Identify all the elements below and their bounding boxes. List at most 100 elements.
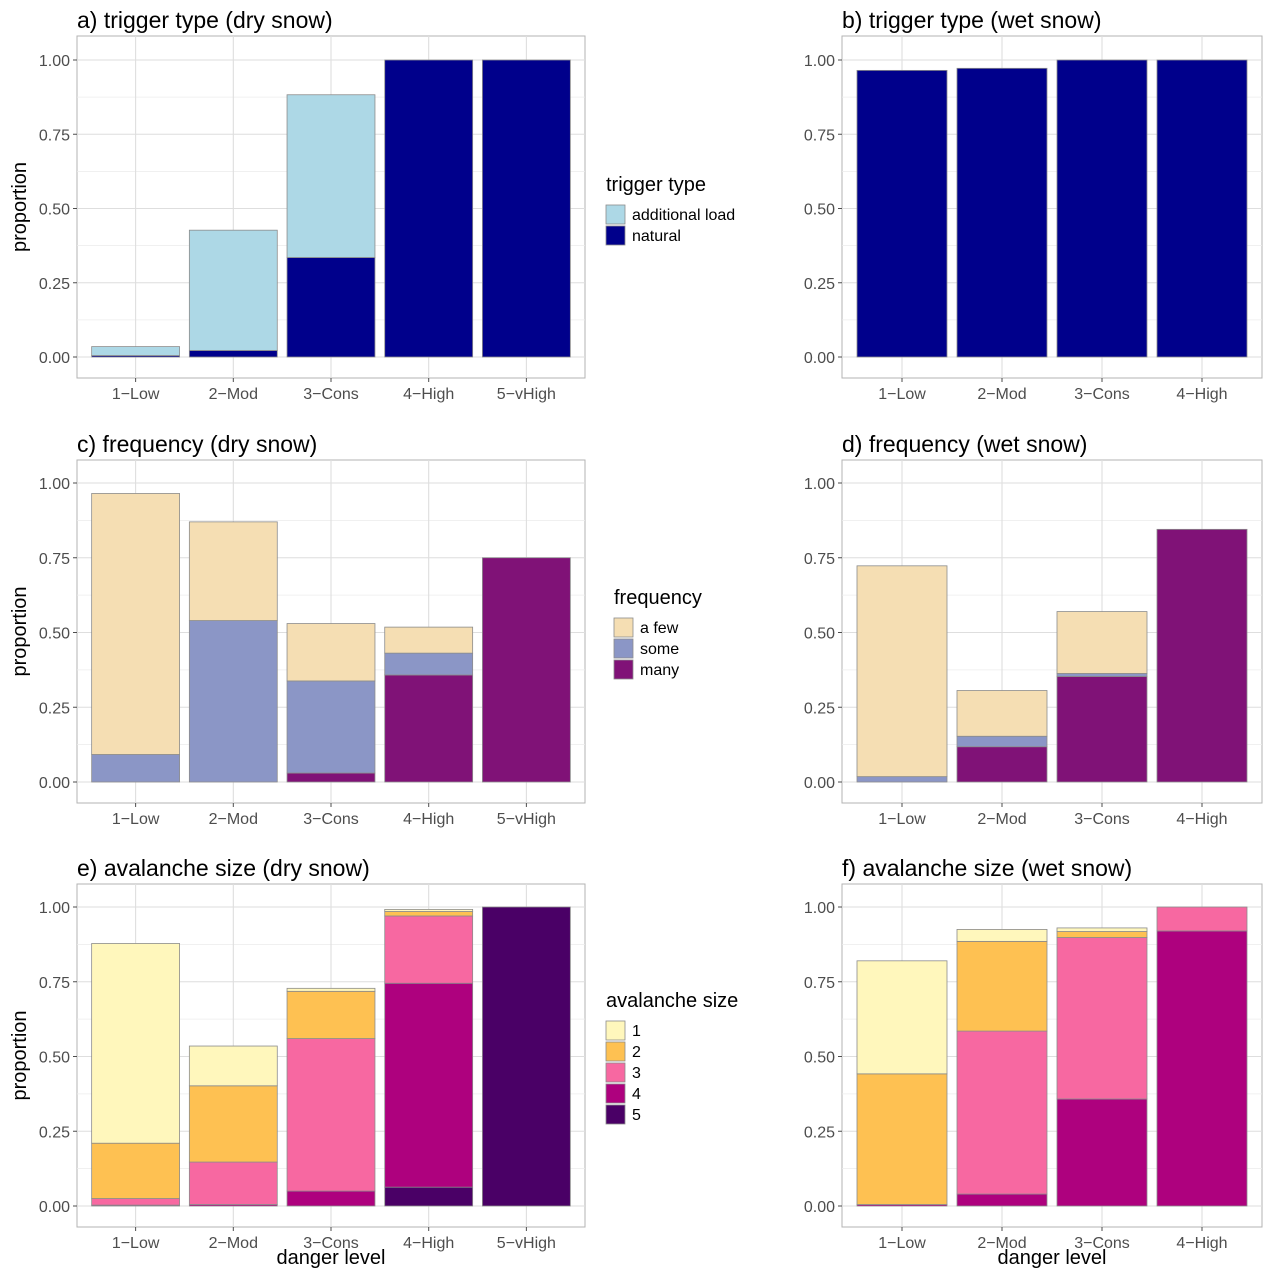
x-tick-label: 5−vHigh	[497, 386, 556, 403]
panel-f: 0.00 0.25 0.50 0.75 1.00 1−Low 2−Mod 3−Cons 4−Hi…	[804, 855, 1263, 1269]
bar-segment-many	[286, 772, 376, 783]
bars	[856, 906, 1248, 1207]
legend-title: trigger type	[606, 174, 706, 196]
bar-segment-natural	[956, 67, 1048, 358]
legend-label: a few	[640, 620, 679, 637]
bar-segment-some	[956, 735, 1048, 748]
legend-key	[605, 1104, 626, 1125]
bar-segment-2	[956, 940, 1048, 1032]
bar-segment-2	[91, 1142, 180, 1199]
bar-segment-1	[188, 1045, 278, 1087]
x-tick-label: 2−Mod	[209, 1235, 258, 1252]
y-tick-label: 0.00	[39, 775, 70, 792]
bar-segment-a-few	[384, 626, 474, 654]
legend-label: natural	[632, 228, 681, 245]
y-axis-label: proportion	[9, 162, 31, 252]
bar-segment-additional-load	[91, 346, 180, 356]
panel-d: 0.00 0.25 0.50 0.75 1.00 1−Low 2−Mod 3−Cons 4−Hi…	[804, 431, 1263, 828]
bar-segment-a-few	[1056, 611, 1148, 674]
x-tick-label: 1−Low	[112, 386, 160, 403]
bar-segment-2	[188, 1085, 278, 1163]
x-tick-label: 1−Low	[878, 386, 926, 403]
legend-label: additional load	[632, 207, 735, 224]
bar-segment-1	[91, 943, 180, 1144]
x-tick-label: 1−Low	[112, 1235, 160, 1252]
y-tick-label: 0.25	[804, 276, 835, 293]
legend-label: 1	[632, 1023, 641, 1040]
chart-title: a) trigger type (dry snow)	[77, 7, 333, 33]
y-tick-label: 0.50	[804, 202, 835, 219]
legend: avalanche size 1 2 3 4 5	[605, 990, 738, 1125]
bar-segment-5	[384, 1186, 474, 1207]
chart-title: c) frequency (dry snow)	[77, 431, 317, 457]
bar-segment-1	[286, 987, 376, 992]
bar-segment-many	[956, 746, 1048, 783]
legend-key	[605, 204, 626, 225]
legend-label: 5	[632, 1107, 641, 1124]
bar-segment-1	[384, 908, 474, 912]
x-tick-label: 3−Cons	[303, 386, 359, 403]
bar-segment-a-few	[188, 521, 278, 621]
bar-segment-3	[286, 1038, 376, 1192]
y-tick-label: 0.00	[39, 350, 70, 367]
bars	[856, 528, 1248, 783]
legend-key	[605, 1083, 626, 1104]
x-tick-label: 1−Low	[878, 1235, 926, 1252]
y-tick-label: 0.25	[39, 700, 70, 717]
y-tick-label: 0.50	[804, 1050, 835, 1067]
bars	[91, 59, 571, 358]
panel-c: 0.00 0.25 0.50 0.75 1.00 1−Low 2−Mod 3−Cons 4−Hi…	[9, 431, 702, 828]
panel-b: 0.00 0.25 0.50 0.75 1.00 1−Low 2−Mod 3−Cons 4−Hi…	[804, 7, 1263, 403]
y-tick-label: 1.00	[804, 900, 835, 917]
y-axis-label: proportion	[9, 1010, 31, 1100]
bar-segment-additional-load	[286, 94, 376, 258]
x-tick-label: 2−Mod	[209, 811, 258, 828]
bar-segment-some	[384, 652, 474, 676]
x-axis-label: danger level	[998, 1247, 1107, 1269]
bar-segment-natural	[188, 350, 278, 358]
bar-segment-3	[1156, 906, 1248, 932]
y-tick-label: 0.25	[804, 700, 835, 717]
legend: frequency a few some many	[613, 587, 702, 680]
y-tick-label: 0.75	[804, 975, 835, 992]
x-tick-label: 1−Low	[878, 811, 926, 828]
x-tick-label: 2−Mod	[977, 811, 1026, 828]
bar-segment-natural	[1156, 59, 1248, 358]
bar-segment-many	[384, 674, 474, 783]
x-tick-label: 1−Low	[112, 811, 160, 828]
legend-key	[605, 225, 626, 246]
bar-segment-a-few	[91, 493, 180, 755]
bar-segment-2	[856, 1073, 948, 1205]
bar-segment-some	[286, 680, 376, 774]
bar-segment-5	[482, 906, 571, 1207]
x-tick-label: 5−vHigh	[497, 811, 556, 828]
legend-key	[613, 659, 634, 680]
legend-key	[605, 1041, 626, 1062]
y-tick-label: 0.75	[39, 975, 70, 992]
y-tick-label: 1.00	[804, 476, 835, 493]
bar-segment-4	[1156, 930, 1248, 1207]
y-tick-label: 0.50	[804, 626, 835, 643]
bar-segment-4	[384, 982, 474, 1188]
bar-segment-3	[956, 1030, 1048, 1195]
chart-title: d) frequency (wet snow)	[842, 431, 1087, 457]
bar-segment-a-few	[956, 690, 1048, 737]
bar-segment-additional-load	[188, 229, 278, 351]
panel-e: 0.00 0.25 0.50 0.75 1.00 1−Low 2−Mod 3−Cons 4−Hi…	[9, 855, 738, 1269]
bar-segment-many	[482, 557, 571, 783]
x-tick-label: 3−Cons	[1074, 1235, 1130, 1252]
bar-segment-a-few	[856, 565, 948, 778]
bar-segment-2	[286, 990, 376, 1039]
bar-segment-natural	[384, 59, 474, 358]
y-tick-label: 0.25	[39, 1124, 70, 1141]
bar-segment-natural	[1056, 59, 1148, 358]
x-axis-label: danger level	[277, 1247, 386, 1269]
y-tick-label: 1.00	[804, 53, 835, 70]
y-tick-label: 0.25	[39, 276, 70, 293]
chart-title: b) trigger type (wet snow)	[842, 7, 1101, 33]
y-tick-label: 0.75	[804, 551, 835, 568]
x-tick-label: 4−High	[1176, 1235, 1227, 1252]
y-tick-label: 0.00	[804, 775, 835, 792]
legend-key	[613, 638, 634, 659]
y-tick-label: 1.00	[39, 53, 70, 70]
